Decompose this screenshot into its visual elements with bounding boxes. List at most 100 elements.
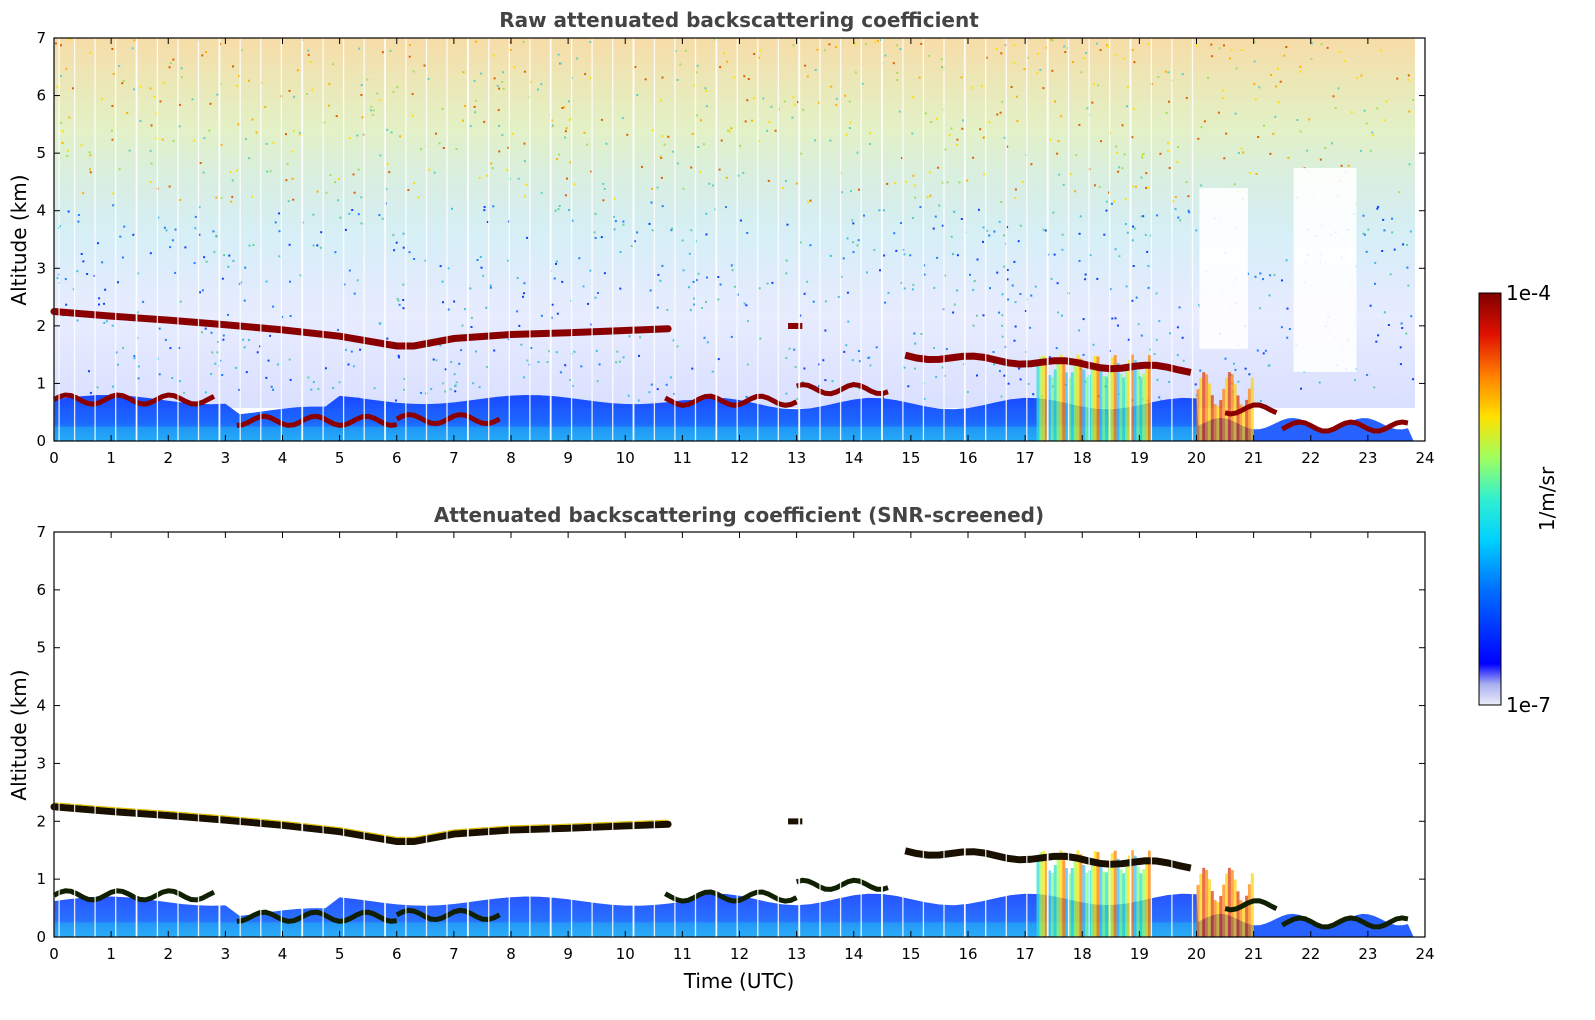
raw-noise-dot [61, 141, 64, 144]
raw-noise-dot [841, 191, 844, 194]
raw-noise-dot [298, 133, 301, 136]
raw-noise-dot [245, 371, 248, 374]
raw-noise-dot [298, 131, 301, 134]
raw-noise-dot [1400, 322, 1403, 325]
screened-plume2-column [1196, 884, 1200, 937]
raw-noise-dot [665, 383, 668, 386]
raw-noise-dot [453, 373, 456, 376]
raw-noise-dot [848, 100, 851, 103]
raw-noise-dot [289, 315, 292, 317]
raw-noise-dot [324, 367, 327, 370]
raw-noise-dot [89, 154, 92, 157]
raw-noise-dot [846, 237, 849, 240]
raw-x-tick-label-0: 0 [49, 449, 59, 467]
raw-noise-dot [1181, 336, 1184, 339]
raw-noise-dot [286, 162, 289, 165]
raw-noise-dot [708, 182, 711, 185]
raw-plume-column [1130, 354, 1134, 441]
raw-plume2-column [1205, 374, 1209, 441]
raw-noise-dot [972, 288, 975, 291]
raw-noise-dot [251, 195, 253, 198]
raw-noise-dot [996, 271, 999, 274]
raw-noise-dot [278, 212, 281, 215]
raw-noise-dot [215, 196, 218, 199]
raw-noise-dot [1389, 273, 1392, 276]
raw-noise-dot [220, 196, 223, 199]
raw-empty-region [1199, 188, 1248, 349]
raw-noise-dot [911, 217, 914, 219]
raw-plume2-column [1202, 372, 1206, 441]
screened-x-tick-label-11: 11 [673, 945, 692, 963]
raw-noise-dot [172, 140, 175, 143]
raw-noise-dot [602, 199, 605, 202]
raw-noise-dot [345, 348, 347, 351]
raw-noise-dot [72, 288, 75, 291]
raw-noise-dot [822, 359, 825, 362]
raw-noise-dot [858, 387, 860, 390]
raw-noise-dot [1074, 190, 1077, 193]
raw-noise-dot [178, 103, 181, 106]
screened-plume-column [1139, 873, 1143, 937]
raw-noise-dot [858, 360, 861, 363]
raw-noise-dot [77, 214, 80, 216]
raw-noise-dot [222, 334, 225, 337]
raw-x-tick-label-23: 23 [1358, 449, 1377, 467]
raw-noise-dot [626, 133, 629, 136]
screened-plume-column [1119, 869, 1123, 937]
raw-noise-dot [352, 173, 355, 176]
raw-noise-dot [806, 280, 809, 283]
panel-raw: Raw attenuated backscattering coefficien… [7, 8, 1435, 467]
raw-noise-dot [1176, 354, 1179, 357]
raw-noise-dot [557, 208, 560, 211]
raw-noise-dot [943, 374, 946, 377]
raw-noise-dot [360, 196, 363, 199]
screened-x-tick-label-7: 7 [449, 945, 459, 963]
raw-noise-dot [501, 81, 504, 83]
screened-cloud-layer-edge [53, 802, 669, 839]
raw-noise-dot [1099, 49, 1102, 52]
raw-noise-dot [586, 143, 589, 146]
raw-noise-dot [1369, 149, 1372, 152]
raw-noise-dot [1096, 277, 1099, 280]
raw-y-tick-label-4: 4 [36, 202, 46, 220]
screened-plume2-column [1222, 884, 1226, 937]
raw-noise-dot [1021, 180, 1024, 183]
raw-noise-dot [413, 258, 416, 260]
raw-x-tick-label-8: 8 [506, 449, 516, 467]
raw-noise-dot [656, 306, 659, 309]
raw-noise-dot [1110, 202, 1113, 205]
raw-noise-dot [697, 272, 700, 275]
raw-noise-dot [461, 119, 464, 122]
raw-noise-dot [1007, 382, 1010, 385]
raw-noise-dot [408, 44, 411, 47]
raw-noise-dot [162, 82, 165, 84]
screened-plume-column [1068, 873, 1071, 937]
raw-noise-dot [1107, 46, 1110, 48]
screened-low-cloud-segment [795, 877, 889, 892]
raw-noise-dot [1340, 164, 1343, 167]
screened-plume-column [1045, 860, 1049, 937]
raw-noise-dot [360, 84, 363, 87]
raw-noise-dot [759, 49, 761, 52]
raw-noise-dot [1080, 71, 1083, 74]
raw-noise-dot [852, 222, 855, 225]
raw-noise-dot [753, 97, 756, 100]
raw-noise-dot [992, 351, 995, 353]
raw-noise-dot [214, 362, 217, 365]
raw-noise-dot [469, 125, 472, 127]
raw-noise-dot [816, 48, 819, 51]
raw-noise-dot [121, 256, 124, 259]
raw-noise-dot [753, 53, 756, 55]
raw-noise-dot [180, 76, 183, 79]
raw-noise-dot [1165, 112, 1168, 114]
raw-noise-dot [525, 183, 528, 186]
raw-noise-dot [285, 179, 288, 182]
raw-noise-dot [211, 351, 214, 354]
raw-noise-dot [427, 77, 430, 80]
raw-noise-dot [868, 143, 871, 145]
raw-noise-dot [1141, 154, 1144, 157]
raw-noise-dot [319, 246, 322, 249]
raw-noise-dot [1230, 49, 1233, 52]
raw-noise-dot [270, 385, 273, 388]
raw-noise-dot [1359, 149, 1362, 152]
